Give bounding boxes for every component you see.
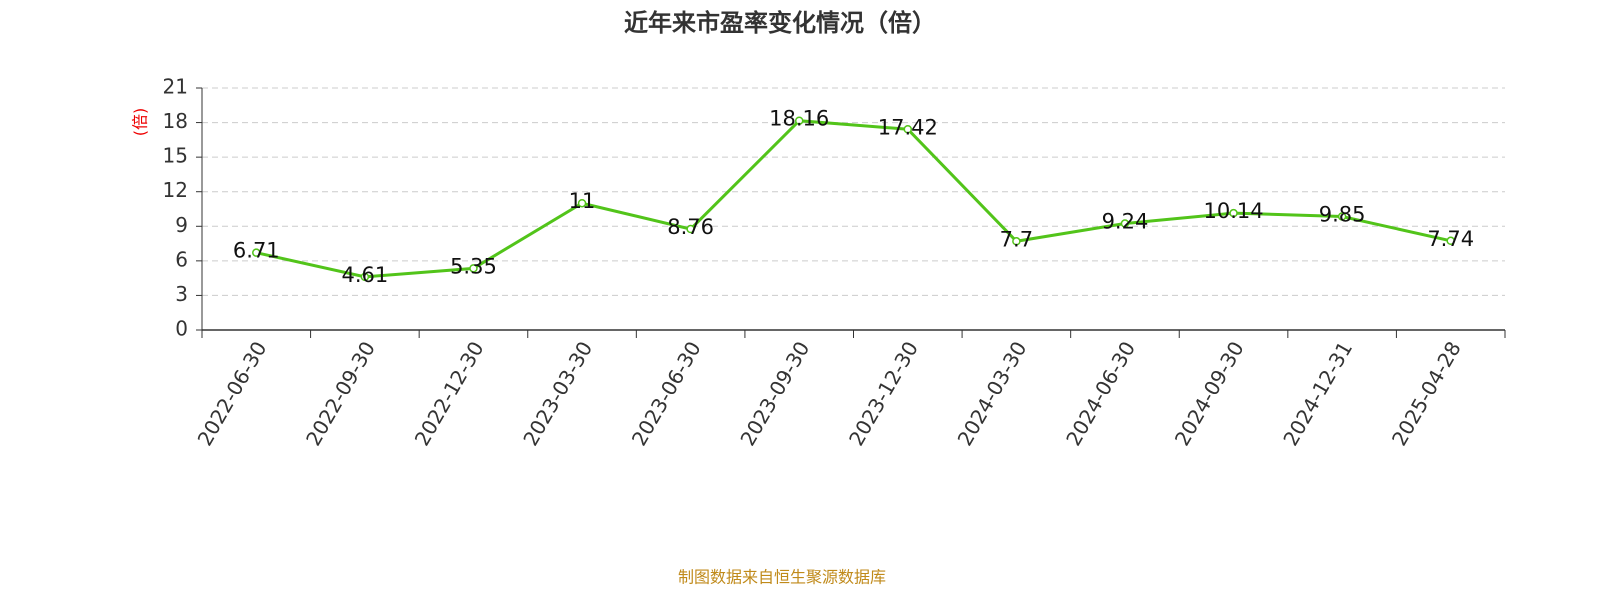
y-tick-label: 9 [175, 213, 188, 237]
x-tick-label: 2023-06-30 [627, 337, 706, 450]
point [903, 125, 913, 134]
data-label: 7.74 [1427, 227, 1474, 251]
x-tick-label: 2023-09-30 [735, 337, 814, 450]
source-note: 制图数据来自恒生聚源数据库 [678, 568, 886, 587]
point [794, 116, 804, 125]
y-tick-label: 18 [163, 109, 188, 133]
data-label: 5.35 [450, 254, 497, 278]
y-tick-label: 21 [163, 75, 188, 99]
point [1446, 236, 1455, 246]
data-label: 8.76 [667, 215, 714, 239]
x-tick-label: 2022-12-30 [410, 337, 489, 450]
point [1120, 219, 1130, 228]
point [577, 198, 587, 208]
y-tick-label: 15 [163, 144, 188, 168]
y-tick-label: 0 [175, 317, 188, 341]
data-label: 10.14 [1203, 199, 1263, 223]
point [1012, 237, 1021, 246]
point [252, 248, 261, 257]
x-tick-label: 2023-12-30 [844, 337, 923, 450]
point [360, 272, 370, 282]
x-tick-label: 2022-09-30 [301, 337, 380, 450]
y-tick-label: 12 [163, 178, 188, 202]
x-tick-label: 2024-03-30 [953, 337, 1032, 450]
data-label: 7.7 [1000, 227, 1033, 251]
y-axis-label: (倍) [131, 108, 150, 137]
x-tick-label: 2023-03-30 [518, 337, 597, 450]
data-label: 9.85 [1319, 202, 1366, 226]
line [255, 119, 1452, 279]
point [469, 264, 478, 273]
point [686, 224, 695, 234]
x-tick-label: 2024-06-30 [1061, 337, 1140, 450]
point [1337, 212, 1347, 221]
chart-title: 近年来市盈率变化情况（倍） [624, 9, 936, 37]
data-label: 18.16 [769, 107, 829, 131]
data-label: 9.24 [1102, 210, 1149, 234]
data-label: 4.61 [341, 263, 388, 287]
x-tick-label: 2024-09-30 [1170, 337, 1249, 450]
data-label: 6.71 [233, 239, 280, 263]
point [1229, 208, 1238, 218]
x-tick-label: 2024-12-31 [1278, 337, 1357, 450]
x-tick-label: 2025-04-28 [1387, 337, 1466, 450]
data-label: 17.42 [878, 115, 938, 139]
y-tick-label: 3 [175, 282, 188, 306]
y-tick-label: 6 [175, 247, 188, 271]
x-tick-label: 2022-06-30 [192, 337, 271, 450]
data-label: 11 [569, 189, 596, 213]
